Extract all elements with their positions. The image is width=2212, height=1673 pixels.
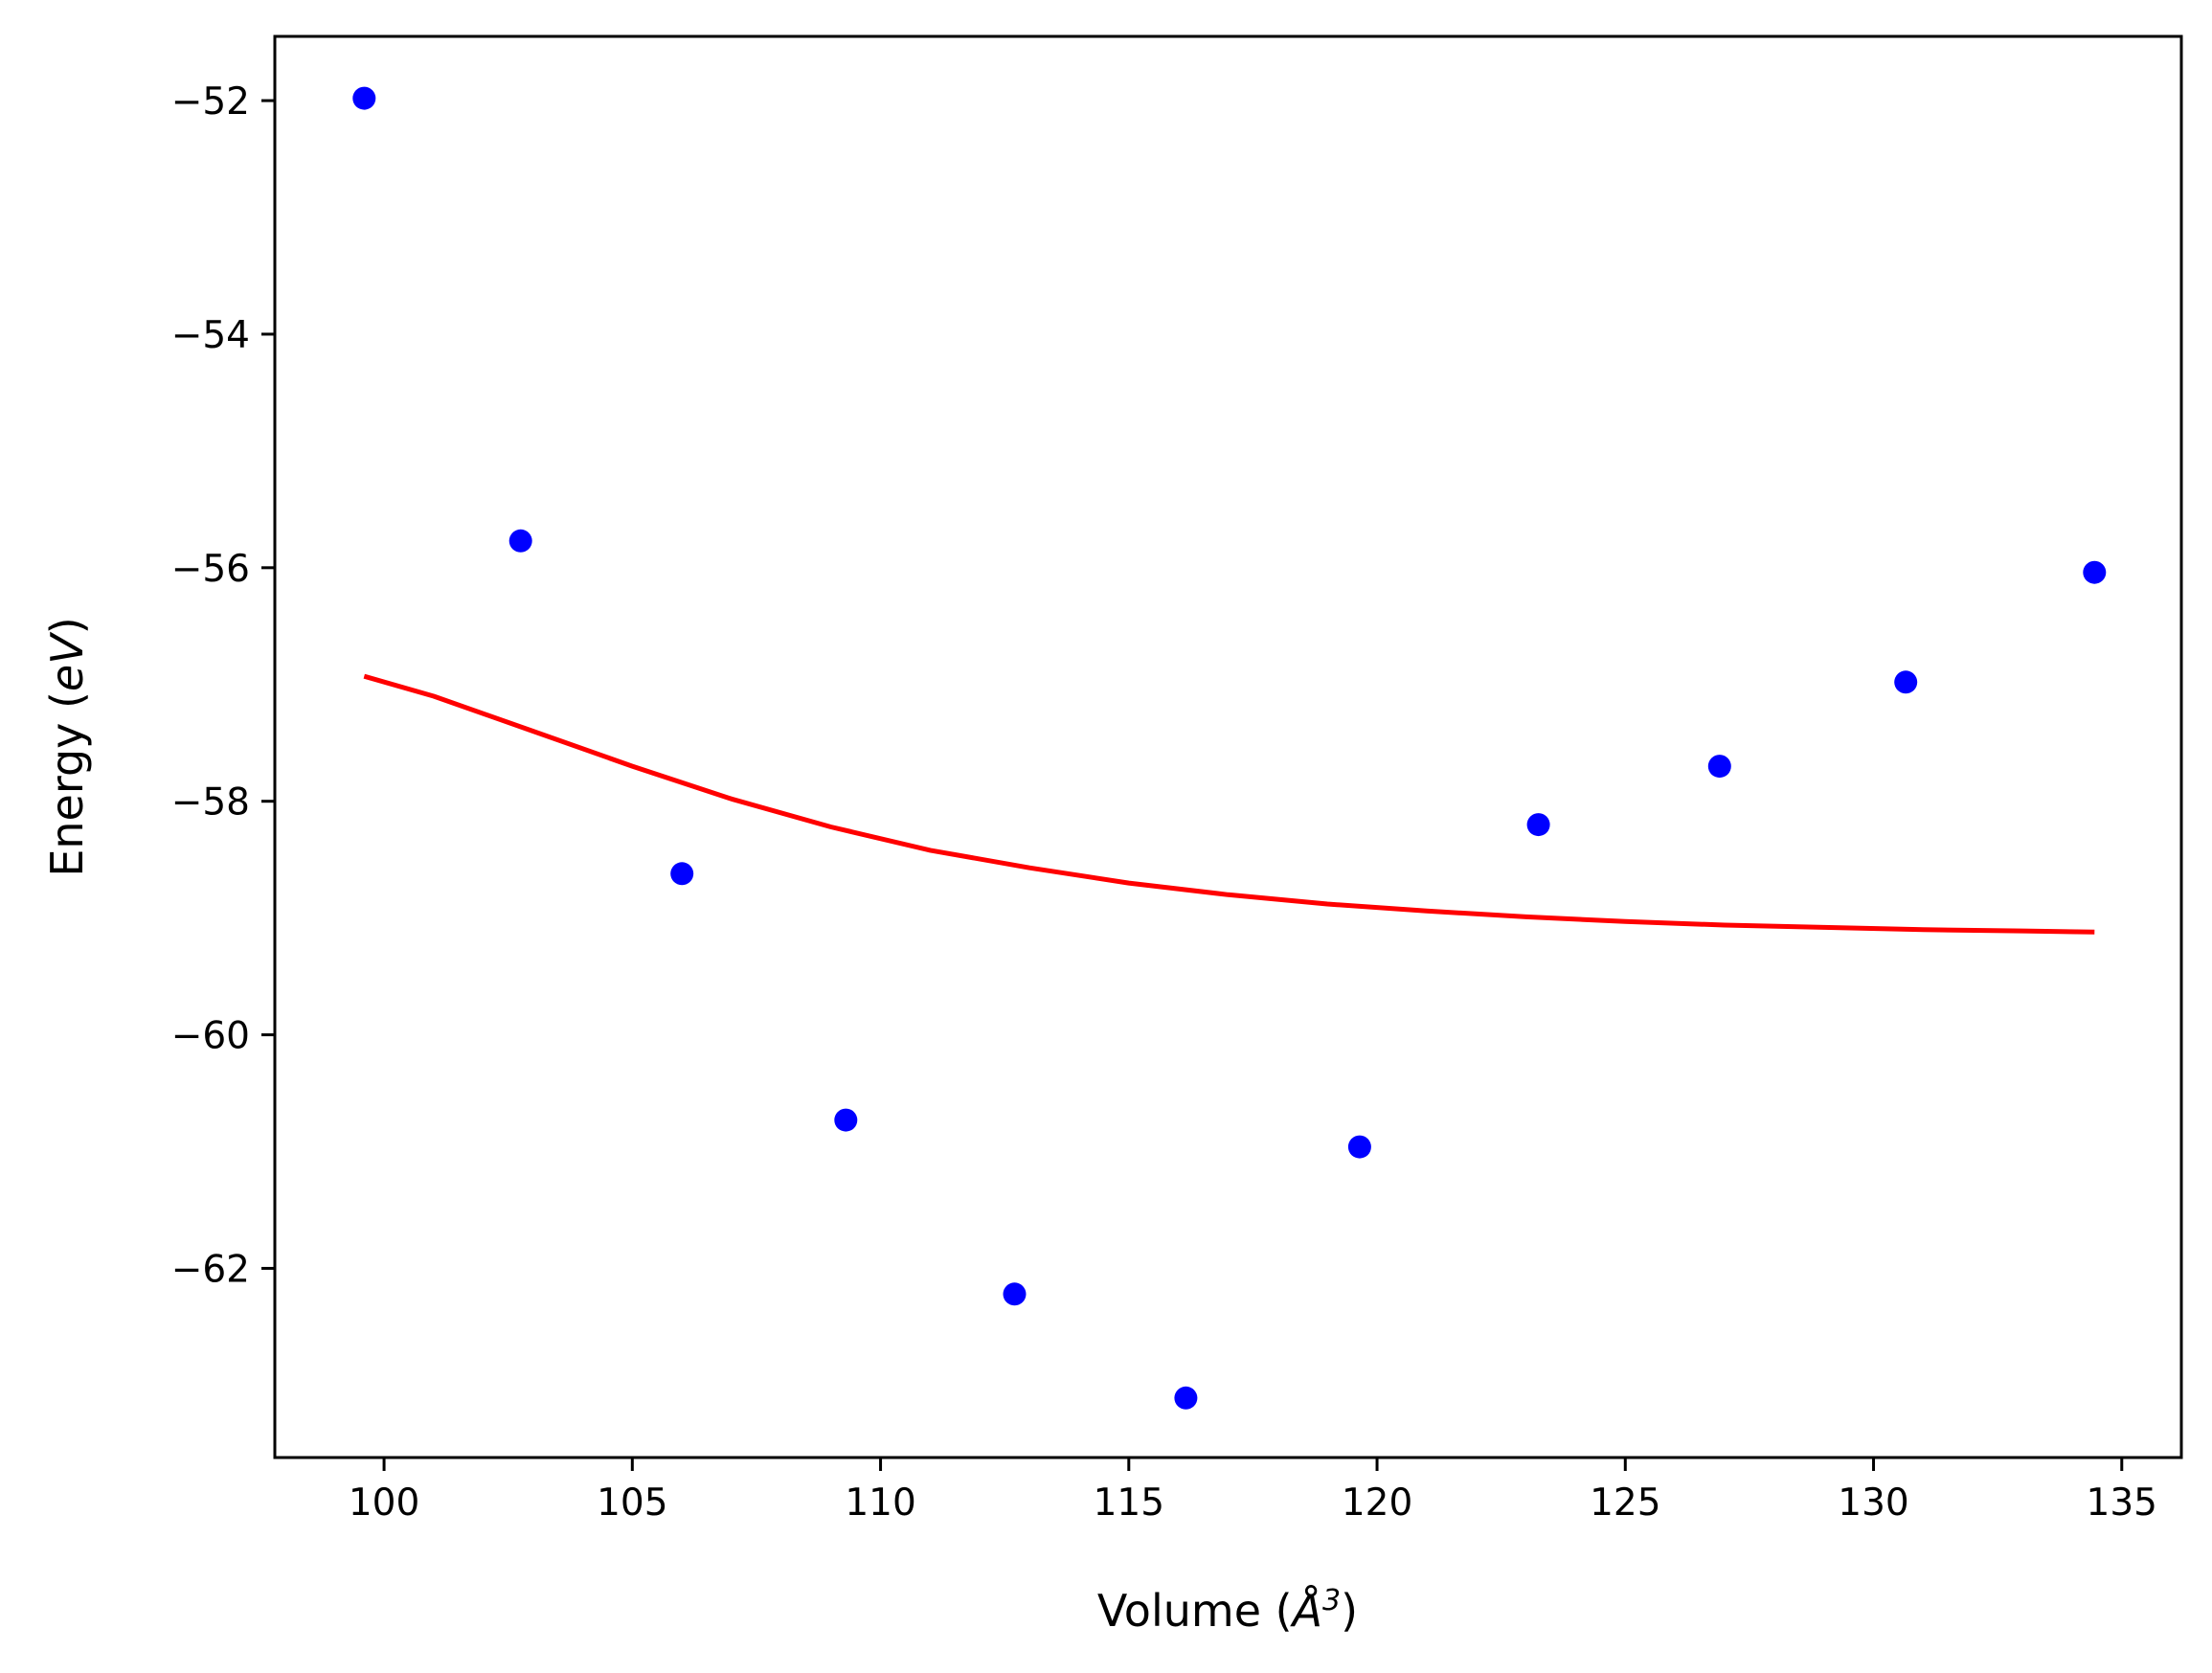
x-tick-label: 105 xyxy=(597,1481,667,1525)
y-tick-label: −54 xyxy=(171,314,250,357)
data-point xyxy=(1174,1386,1198,1410)
fit-curve xyxy=(363,673,2095,935)
y-tick-label: −52 xyxy=(171,80,250,124)
x-tick-label: 125 xyxy=(1590,1481,1660,1525)
x-axis-ticks: 100 105 110 115 120 125 130 135 xyxy=(349,1458,2157,1525)
data-point xyxy=(2083,560,2107,584)
x-tick-label: 110 xyxy=(845,1481,915,1525)
plot-frame xyxy=(273,34,2183,1459)
x-tick-label: 115 xyxy=(1094,1481,1164,1525)
y-axis-label: Energy (eV) xyxy=(41,617,93,876)
x-tick-label: 135 xyxy=(2087,1481,2157,1525)
data-point xyxy=(1894,670,1918,694)
data-point xyxy=(670,862,694,886)
data-point xyxy=(834,1108,858,1132)
fit-line-layer xyxy=(363,673,2095,935)
y-tick-label: −62 xyxy=(171,1248,250,1291)
data-point xyxy=(352,86,376,110)
data-point xyxy=(1003,1282,1027,1306)
x-tick-label: 130 xyxy=(1838,1481,1908,1525)
y-tick-label: −60 xyxy=(171,1015,250,1058)
data-points-layer xyxy=(352,86,2107,1410)
y-tick-label: −58 xyxy=(171,781,250,825)
data-point xyxy=(1347,1135,1371,1159)
data-point xyxy=(508,529,532,553)
data-point xyxy=(1526,813,1550,837)
x-axis-label: Volume (Å3) xyxy=(1097,1584,1358,1638)
x-tick-label: 100 xyxy=(349,1481,419,1525)
data-point xyxy=(1707,755,1731,779)
x-tick-label: 120 xyxy=(1342,1481,1412,1525)
y-axis-ticks: −52 −54 −56 −58 −60 −62 xyxy=(171,80,275,1291)
y-tick-label: −56 xyxy=(171,548,250,591)
